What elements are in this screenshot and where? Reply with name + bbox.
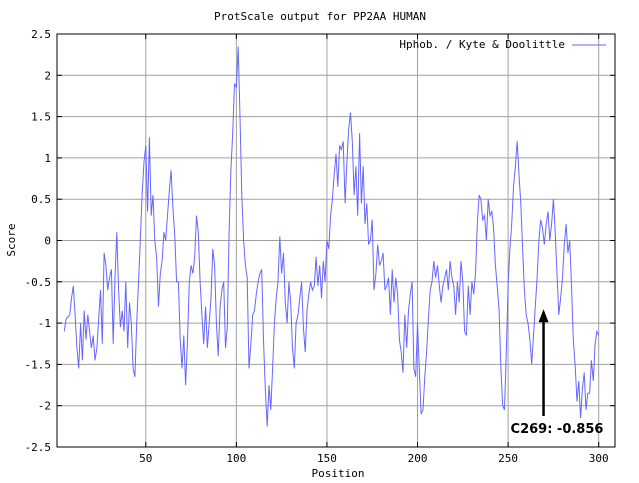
x-tick-label: 50 [139, 452, 152, 465]
y-tick-label: 2.5 [31, 28, 51, 41]
series-line-hydrophobicity [63, 46, 600, 427]
y-tick-label: -0.5 [25, 276, 52, 289]
y-tick-labels: -2.5 -2 -1.5 -1 -0.5 0 0.5 1 1.5 2 2.5 [25, 28, 52, 454]
y-tick-label: 0.5 [31, 193, 51, 206]
y-tick-label: -2 [38, 400, 51, 413]
x-tick-label: 150 [317, 452, 337, 465]
y-tick-label: 1.5 [31, 111, 51, 124]
x-axis-label: Position [312, 467, 365, 480]
y-tick-label: -1 [38, 317, 51, 330]
annotation-label: C269: -0.856 [511, 422, 604, 437]
x-tick-label: 300 [589, 452, 609, 465]
annotation-arrow-head [538, 309, 549, 323]
y-tick-label: -2.5 [25, 441, 52, 454]
x-tick-label: 250 [498, 452, 518, 465]
y-tick-label: 0 [44, 235, 51, 248]
y-tick-label: 2 [44, 69, 51, 82]
y-tick-label: 1 [44, 152, 51, 165]
plot-frame [56, 33, 616, 448]
y-tick-label: -1.5 [25, 358, 52, 371]
x-tick-labels: 50 100 150 200 250 300 [139, 452, 608, 465]
x-tick-label: 100 [226, 452, 246, 465]
x-tick-label: 200 [408, 452, 428, 465]
chart-title: ProtScale output for PP2AA HUMAN [214, 10, 426, 23]
y-axis-label: Score [5, 223, 18, 256]
legend-label: Hphob. / Kyte & Doolittle [399, 38, 565, 51]
